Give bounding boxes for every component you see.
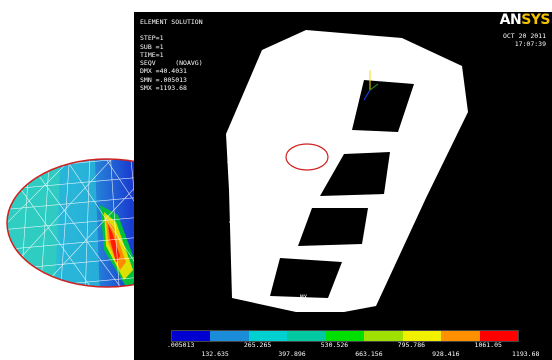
logo-sys: SYS: [521, 12, 550, 28]
info-dmx: DMX =40.4031: [140, 67, 187, 76]
legend-value-top: 530.526: [320, 341, 349, 349]
legend-value-top: 1061.05: [474, 341, 502, 349]
legend-value-bottom: 397.896: [278, 350, 306, 358]
legend-value-bottom: 132.635: [201, 350, 229, 358]
logo-an: AN: [499, 12, 522, 28]
ansys-logo: ANSYS: [499, 12, 551, 28]
info-seqv: SEQV (NOAVG): [140, 59, 203, 68]
contour-legend: [171, 330, 519, 342]
legend-swatch: [210, 331, 249, 341]
legend-swatch: [325, 331, 365, 341]
legend-swatch: [287, 331, 326, 341]
solution-info: ELEMENT SOLUTION STEP=1 SUB =1 TIME=1 SEQV (…: [140, 18, 203, 92]
legend-value-top: 265.265: [243, 341, 272, 349]
legend-value-bottom: 928.416: [432, 350, 460, 358]
info-smx: SMX =1193.68: [140, 84, 187, 93]
fe-model: [226, 30, 468, 312]
graphics-viewport[interactable]: ELEMENT SOLUTION STEP=1 SUB =1 TIME=1 SEQV (…: [134, 12, 552, 360]
legend-value-bottom: 663.156: [355, 350, 383, 358]
legend-swatch: [364, 331, 403, 341]
legend-value-top: 795.786: [397, 341, 426, 349]
info-title: ELEMENT SOLUTION: [140, 18, 203, 26]
info-time: TIME=1: [140, 50, 164, 59]
legend-swatch: [479, 331, 518, 341]
legend-value-top: .005013: [167, 341, 195, 349]
legend-swatch: [172, 331, 211, 341]
legend-swatch: [402, 331, 442, 341]
info-smn: SMN =.005013: [140, 75, 187, 84]
info-step: STEP=1: [140, 34, 164, 43]
date-text: OCT 20 2011: [502, 32, 546, 40]
max-marker: MX: [300, 294, 308, 301]
info-sub: SUB =1: [140, 42, 164, 51]
time-text: 17:07:39: [514, 40, 546, 48]
timestamp: OCT 20 2011 17:07:39: [503, 32, 546, 48]
triad-icon: [363, 70, 379, 101]
legend-value-bottom: 1193.68: [512, 350, 540, 358]
legend-swatch: [248, 331, 288, 341]
legend-swatch: [441, 331, 480, 341]
